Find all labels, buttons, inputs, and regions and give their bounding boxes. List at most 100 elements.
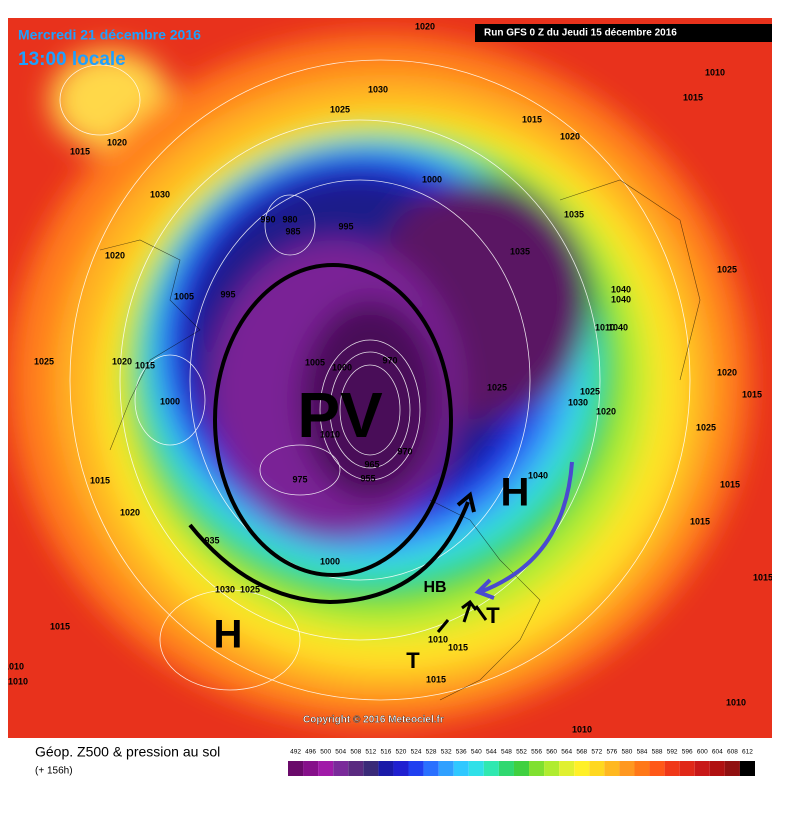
- scale-label: 604: [712, 749, 723, 756]
- scale-swatch: [649, 761, 665, 776]
- pressure-label: 1010: [4, 661, 24, 671]
- scale-label: 540: [471, 749, 482, 756]
- pressure-label: 1025: [580, 386, 600, 396]
- scale-swatch: [423, 761, 439, 776]
- pressure-label: 955: [360, 473, 375, 483]
- pressure-label: 1015: [522, 114, 542, 124]
- pressure-label: 1035: [510, 246, 530, 256]
- scale-label: 512: [365, 749, 376, 756]
- scale-label: 568: [576, 749, 587, 756]
- pressure-label: 1015: [50, 621, 70, 631]
- run-banner: [475, 24, 772, 42]
- scale-swatch: [393, 761, 409, 776]
- pressure-label: 990: [260, 214, 275, 224]
- scale-swatch: [453, 761, 469, 776]
- pressure-label: 1040: [611, 294, 631, 304]
- pressure-label: 1015: [135, 360, 155, 370]
- pressure-label: 1020: [717, 367, 737, 377]
- scale-swatch: [544, 761, 560, 776]
- pressure-label: 1020: [120, 507, 140, 517]
- scale-label: 588: [652, 749, 663, 756]
- vortex-outline: [213, 263, 453, 577]
- pressure-label: 1025: [34, 356, 54, 366]
- annotation: H: [214, 613, 243, 657]
- pressure-label: 1005: [174, 291, 194, 301]
- scale-label: 508: [350, 749, 361, 756]
- scale-swatch: [513, 761, 530, 776]
- pressure-label: 1000: [320, 556, 340, 566]
- scale-label: 528: [426, 749, 437, 756]
- pressure-labels: 1020103010251015102010101015101510201030…: [4, 21, 773, 734]
- scale-swatch: [288, 761, 304, 776]
- annotation: HB: [423, 579, 446, 596]
- pressure-label: 1015: [683, 92, 703, 102]
- scale-swatch: [724, 761, 740, 776]
- scale-swatch: [378, 761, 394, 776]
- scale-label: 532: [441, 749, 452, 756]
- pressure-label: 1030: [215, 584, 235, 594]
- scale-label: 564: [561, 749, 572, 756]
- scale-swatch: [468, 761, 484, 776]
- scale-label: 516: [380, 749, 391, 756]
- scale-swatch: [363, 761, 379, 776]
- pressure-label: 1015: [90, 475, 110, 485]
- date-text: Mercredi 21 décembre 2016: [18, 27, 201, 43]
- color-scale: 492 496 500 504 508 512 516 520 524 528 532 536 540 5…: [288, 749, 755, 776]
- scale-label: 544: [486, 749, 497, 756]
- pressure-label: 975: [292, 474, 307, 484]
- pressure-label: 935: [204, 535, 219, 545]
- flow-arrow: [188, 501, 470, 605]
- pressure-label: 970: [397, 446, 412, 456]
- scale-swatch: [529, 761, 545, 776]
- time-text: 13:00 locale: [18, 49, 126, 70]
- pressure-label: 980: [282, 214, 297, 224]
- scale-label: 556: [531, 749, 542, 756]
- pressure-label: 1010: [572, 724, 592, 734]
- pressure-label: 1040: [528, 470, 548, 480]
- run-text: Run GFS 0 Z du Jeudi 15 décembre 2016: [484, 28, 677, 39]
- scale-label: 612: [742, 749, 753, 756]
- scale-swatch: [679, 761, 695, 776]
- pressure-label: 1040: [611, 284, 631, 294]
- small-arrows: [436, 599, 488, 633]
- scale-label: 552: [516, 749, 527, 756]
- flow-arrow-head: [456, 491, 476, 513]
- pressure-label: 1030: [368, 84, 388, 94]
- pressure-label: 1010: [428, 634, 448, 644]
- pressure-label: 1015: [753, 572, 773, 582]
- scale-label: 492: [290, 749, 301, 756]
- scale-label: 520: [396, 749, 407, 756]
- annotations: PV H H HB T T: [214, 379, 530, 673]
- scale-label: 596: [682, 749, 693, 756]
- scale-swatch: [318, 761, 334, 776]
- pressure-label: 1005: [305, 357, 325, 367]
- pressure-label: 1010: [320, 429, 340, 439]
- pressure-label: 995: [220, 289, 235, 299]
- scale-swatch: [634, 761, 650, 776]
- scale-label: 608: [727, 749, 738, 756]
- blue-arrow-head: [474, 578, 495, 600]
- annotation: H: [501, 471, 530, 515]
- pressure-label: 1015: [70, 146, 90, 156]
- scale-swatch: [574, 761, 590, 776]
- legend-subtitle: (+ 156h): [35, 766, 73, 777]
- coastlines: [99, 179, 701, 701]
- pressure-label: 1000: [422, 174, 442, 184]
- scale-label: 504: [335, 749, 346, 756]
- pressure-label: 1020: [415, 21, 435, 31]
- pressure-label: 1020: [107, 137, 127, 147]
- pressure-label: 1030: [568, 397, 588, 407]
- pressure-label: 985: [285, 226, 300, 236]
- scale-label: 548: [501, 749, 512, 756]
- blue-arrow: [479, 461, 574, 594]
- pressure-label: 1015: [742, 389, 762, 399]
- scale-swatch: [408, 761, 424, 776]
- scale-swatch: [483, 761, 499, 776]
- pressure-label: 1000: [332, 362, 352, 372]
- pressure-label: 1010: [726, 697, 746, 707]
- pressure-label: 1035: [564, 209, 584, 219]
- scale-label: 536: [456, 749, 467, 756]
- pressure-label: 1010: [705, 67, 725, 77]
- pressure-label: 1030: [150, 189, 170, 199]
